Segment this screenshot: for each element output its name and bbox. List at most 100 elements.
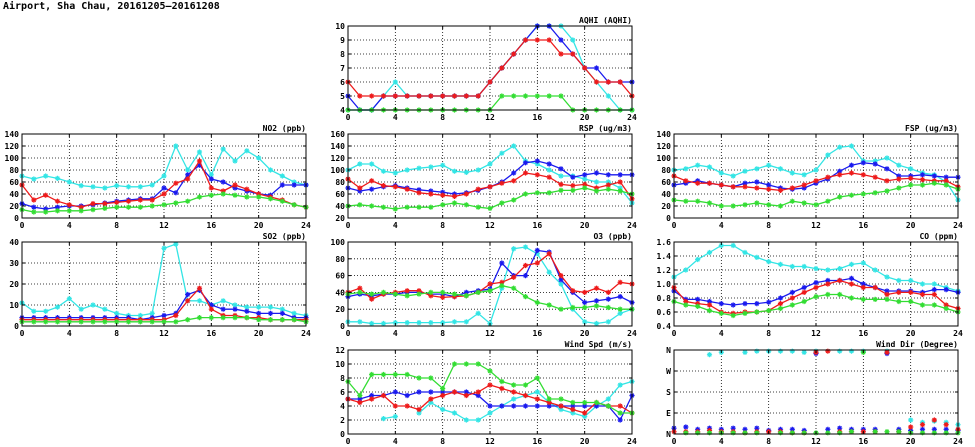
data-point-cyan xyxy=(102,306,108,312)
x-tick-label: 0 xyxy=(346,329,351,338)
x-tick-label: 8 xyxy=(440,329,445,338)
data-point-red xyxy=(777,301,784,307)
data-point-cyan xyxy=(742,249,748,256)
data-point-blue xyxy=(593,65,600,71)
data-point-cyan xyxy=(718,242,724,249)
data-point-green xyxy=(695,198,701,204)
data-point-cyan xyxy=(256,304,262,310)
y-tick-label: 80 xyxy=(661,166,671,175)
panel-title: AQHI (AQHI) xyxy=(579,16,632,25)
x-tick-label: 12 xyxy=(485,437,495,446)
data-point-blue xyxy=(232,185,238,191)
data-point-blue xyxy=(440,389,446,395)
y-tick-label: 0 xyxy=(340,430,345,439)
data-point-green xyxy=(931,430,937,436)
data-point-green xyxy=(220,315,226,321)
data-point-red xyxy=(884,178,890,184)
data-point-blue xyxy=(884,166,890,172)
data-point-green xyxy=(475,204,481,210)
data-point-cyan xyxy=(416,165,422,171)
data-point-green xyxy=(801,430,807,436)
data-point-red xyxy=(440,392,446,399)
data-point-red xyxy=(848,170,855,176)
data-point-blue xyxy=(896,173,902,179)
data-point-cyan xyxy=(137,184,143,190)
data-point-red xyxy=(196,158,203,164)
data-point-cyan xyxy=(919,281,926,287)
y-tick-label: 100 xyxy=(657,154,672,163)
data-point-blue xyxy=(357,396,363,402)
data-point-green xyxy=(173,319,179,325)
data-point-red xyxy=(475,389,481,395)
data-point-red xyxy=(428,93,434,99)
x-tick-label: 12 xyxy=(811,221,821,230)
data-point-red xyxy=(943,302,949,308)
data-point-green xyxy=(220,191,226,197)
data-point-green xyxy=(161,202,167,208)
panel-so2: 0 4 8 12 16 20 24 0 10 20 30 40 SO2 (ppb) xyxy=(9,232,311,338)
data-point-green xyxy=(380,289,387,295)
y-tick-label: 2 xyxy=(340,416,345,425)
data-point-cyan xyxy=(777,261,784,267)
data-point-blue xyxy=(463,389,469,395)
data-point-cyan xyxy=(125,184,132,190)
data-point-green xyxy=(848,429,855,435)
data-point-red xyxy=(43,192,49,198)
data-point-green xyxy=(208,192,214,198)
data-point-blue xyxy=(369,186,375,192)
data-point-cyan xyxy=(114,310,120,316)
data-point-red xyxy=(463,93,469,99)
x-tick-label: 20 xyxy=(906,329,916,338)
data-point-red xyxy=(78,204,84,210)
data-point-red xyxy=(499,385,505,392)
x-tick-label: 8 xyxy=(766,329,771,338)
data-point-cyan xyxy=(546,167,552,173)
data-point-green xyxy=(582,399,588,406)
data-point-red xyxy=(605,182,611,188)
y-tick-label: 6 xyxy=(340,388,345,397)
data-point-green xyxy=(742,310,748,316)
data-point-green xyxy=(813,202,819,208)
data-point-blue xyxy=(730,302,736,308)
data-point-green xyxy=(848,295,855,301)
x-tick-label: 24 xyxy=(953,221,963,230)
data-point-red xyxy=(475,186,481,192)
data-point-cyan xyxy=(754,166,760,172)
data-point-red xyxy=(149,197,155,203)
data-point-green xyxy=(511,197,517,203)
data-point-red xyxy=(837,277,843,284)
data-point-green xyxy=(534,375,540,381)
data-point-blue xyxy=(416,187,422,193)
data-point-green xyxy=(884,188,890,194)
data-point-cyan xyxy=(570,37,576,43)
data-point-blue xyxy=(428,188,434,194)
data-point-blue xyxy=(813,280,819,286)
data-point-blue xyxy=(161,185,167,191)
x-tick-label: 0 xyxy=(346,221,351,230)
panel-no2: 0 4 8 12 16 20 24 0 20 40 60 80 100 120 140 NO2 (ppb) xyxy=(5,124,311,230)
data-point-red xyxy=(173,312,179,319)
data-point-green xyxy=(742,202,748,208)
data-point-blue xyxy=(357,188,363,194)
y-tick-label: 8 xyxy=(340,374,345,383)
data-point-cyan xyxy=(369,320,375,327)
data-point-green xyxy=(546,302,552,308)
data-point-green xyxy=(706,200,713,206)
data-point-green xyxy=(487,205,493,211)
data-point-red xyxy=(499,65,505,71)
data-point-red xyxy=(232,182,238,188)
data-point-blue xyxy=(730,425,736,431)
data-point-cyan xyxy=(582,319,588,325)
data-point-blue xyxy=(534,247,540,253)
data-point-red xyxy=(884,349,890,355)
data-point-green xyxy=(102,205,108,211)
data-point-green xyxy=(766,202,772,208)
x-tick-label: 20 xyxy=(580,437,590,446)
data-point-green xyxy=(534,299,540,306)
data-point-cyan xyxy=(766,162,772,168)
data-point-cyan xyxy=(534,161,540,167)
data-point-cyan xyxy=(789,348,795,354)
data-point-green xyxy=(860,191,866,197)
data-point-blue xyxy=(789,426,795,432)
data-point-cyan xyxy=(499,150,505,156)
